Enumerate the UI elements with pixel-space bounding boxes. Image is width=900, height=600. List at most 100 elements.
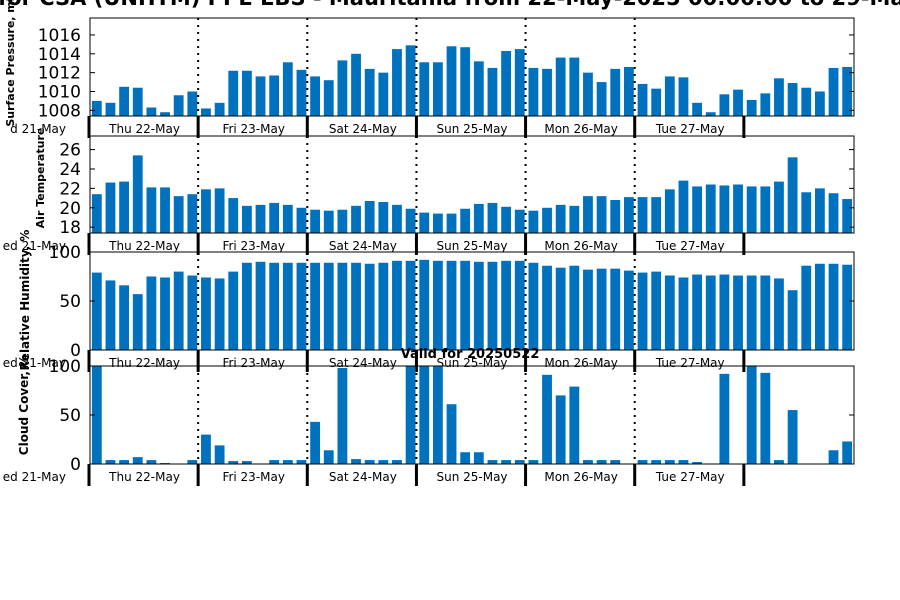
bar	[555, 204, 566, 233]
bar	[105, 460, 116, 464]
bar	[173, 271, 184, 350]
bar	[528, 210, 539, 233]
bar	[542, 207, 552, 233]
bar	[446, 404, 457, 464]
day-label: Sat 24-May	[329, 356, 397, 370]
bar	[814, 263, 825, 350]
edge-date-label: ed 21-May	[3, 356, 66, 370]
bar	[146, 187, 157, 233]
y-axis-label: Surface Pressure, mb	[4, 0, 17, 127]
bar	[392, 204, 402, 233]
bar	[378, 460, 389, 464]
bar	[419, 62, 430, 116]
chart-panel-3: 0 50 100 Relative Humidity, %ed 21-May Thu 2…	[3, 230, 855, 372]
bar	[378, 72, 389, 116]
bar	[364, 263, 375, 350]
bar	[719, 94, 730, 116]
bar	[555, 267, 566, 350]
bar	[446, 260, 457, 350]
bar	[187, 275, 198, 350]
bar	[487, 261, 498, 350]
day-label: Sun 25-May	[436, 470, 507, 484]
bar	[378, 201, 389, 233]
day-label: Tue 27-May	[655, 470, 725, 484]
bar	[596, 268, 607, 350]
bar	[119, 285, 130, 350]
bar	[228, 70, 239, 116]
bar	[296, 262, 307, 350]
bar	[337, 262, 348, 350]
bar	[119, 181, 130, 233]
bar	[228, 198, 239, 233]
bar	[228, 461, 239, 464]
bar	[282, 460, 293, 464]
bar	[323, 450, 334, 464]
bar	[760, 186, 771, 233]
bar	[583, 269, 593, 350]
bar	[269, 202, 280, 233]
bar	[555, 395, 566, 464]
edge-date-label: d 21-May	[10, 122, 66, 136]
bar	[269, 75, 280, 116]
day-label: Sun 25-May	[436, 239, 507, 253]
bar	[637, 197, 648, 233]
bar	[501, 260, 512, 350]
bar	[364, 68, 375, 116]
bar	[282, 262, 293, 350]
ytick-label: 0	[70, 455, 81, 475]
day-label: Mon 26-May	[544, 356, 618, 370]
bar	[514, 260, 525, 350]
bar	[473, 203, 484, 233]
bar	[323, 210, 334, 233]
bar	[487, 67, 498, 116]
bar	[774, 181, 784, 233]
day-label: Thu 22-May	[108, 356, 180, 370]
bar	[337, 367, 348, 464]
bar	[569, 386, 580, 464]
bar	[91, 100, 102, 116]
bar	[651, 271, 662, 350]
edge-date-label: ed 21-May	[3, 470, 66, 484]
bar	[132, 87, 143, 116]
bar	[282, 62, 293, 116]
bar	[173, 196, 184, 233]
bar	[542, 374, 552, 464]
bar	[132, 155, 143, 233]
y-axis-label: Relative Humidity, %	[18, 230, 32, 371]
bar	[269, 460, 280, 464]
bar	[692, 462, 703, 464]
bar	[446, 213, 457, 233]
bar	[678, 460, 689, 464]
bar	[719, 185, 730, 233]
bar	[542, 265, 552, 350]
bar	[201, 108, 211, 116]
bar	[596, 196, 607, 233]
bar	[760, 275, 771, 350]
bar	[814, 188, 825, 233]
bar	[405, 366, 416, 464]
bar	[460, 47, 471, 116]
bar	[610, 268, 621, 350]
bar	[528, 262, 539, 350]
bar	[774, 460, 784, 464]
bar	[351, 459, 361, 464]
bar	[501, 206, 512, 233]
bar	[719, 373, 730, 464]
day-label: Sat 24-May	[329, 470, 397, 484]
day-label: Thu 22-May	[108, 239, 180, 253]
bar	[214, 102, 225, 116]
bar	[310, 421, 321, 464]
day-label: Thu 22-May	[108, 470, 180, 484]
day-label: Mon 26-May	[544, 470, 618, 484]
bar	[296, 69, 307, 116]
ytick-label: 1012	[38, 64, 81, 84]
bar	[405, 208, 416, 233]
bar	[173, 95, 184, 116]
bar	[132, 457, 143, 464]
bar	[419, 212, 430, 233]
bar	[473, 261, 484, 350]
day-label: Tue 27-May	[655, 239, 725, 253]
bar	[583, 460, 593, 464]
bar	[596, 460, 607, 464]
